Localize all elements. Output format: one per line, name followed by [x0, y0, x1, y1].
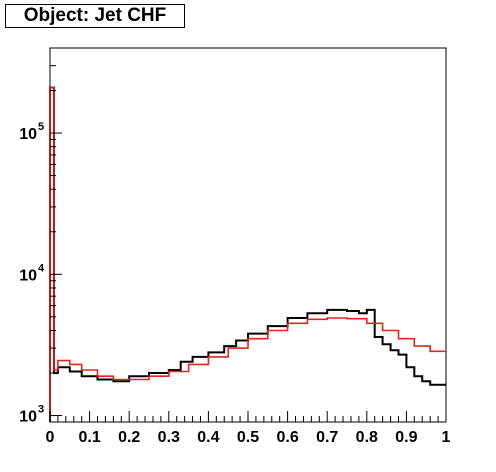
- x-tick-label: 0.2: [118, 429, 140, 446]
- x-tick-label: 0.5: [237, 429, 259, 446]
- histogram-series-0: [49, 86, 446, 422]
- x-tick-label: 0.9: [395, 429, 417, 446]
- y-tick-label-base: 10: [19, 267, 37, 284]
- histogram-series-layer: [49, 86, 446, 422]
- x-tick-label: 0: [46, 429, 55, 446]
- y-tick-label-exponent: 3: [38, 404, 44, 416]
- x-tick-label: 0.1: [78, 429, 100, 446]
- y-tick-label-base: 10: [19, 409, 37, 426]
- y-tick-label-exponent: 5: [38, 121, 44, 133]
- x-tick-label: 0.8: [356, 429, 378, 446]
- x-tick-label: 1: [442, 429, 451, 446]
- axis-ticks: [49, 47, 447, 423]
- y-tick-label-base: 10: [19, 126, 37, 143]
- x-tick-label: 0.7: [316, 429, 338, 446]
- plot-frame: [49, 47, 447, 423]
- x-tick-label: 0.6: [276, 429, 298, 446]
- x-tick-label: 0.3: [158, 429, 180, 446]
- chart-title: Object: Jet CHF: [5, 4, 185, 28]
- histogram-series-1: [49, 86, 446, 422]
- x-tick-label: 0.4: [197, 429, 219, 446]
- y-tick-label-exponent: 4: [38, 262, 45, 274]
